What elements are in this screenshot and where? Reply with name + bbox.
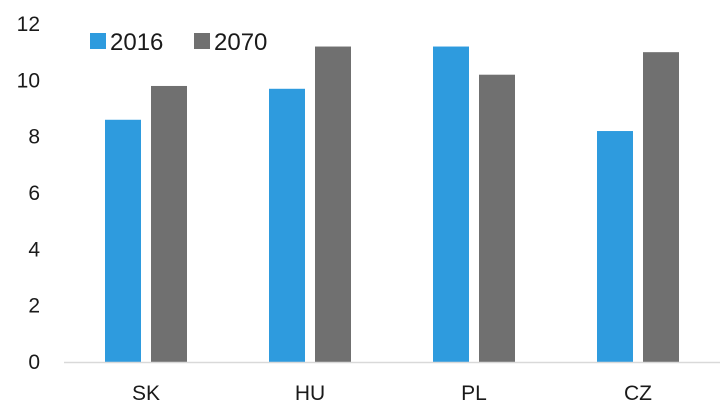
- bars-group: [105, 46, 679, 363]
- legend: 2016 2070: [90, 29, 267, 56]
- y-axis: 0 2 4 6 8 10 12: [17, 13, 41, 374]
- x-tick-label: HU: [295, 382, 325, 405]
- legend-label-2016: 2016: [110, 29, 163, 56]
- y-tick-label: 6: [28, 182, 40, 205]
- y-tick-label: 2: [28, 295, 40, 318]
- x-tick-label: CZ: [624, 382, 652, 405]
- legend-swatch-2070: [194, 33, 210, 49]
- bar-2070-hu: [315, 46, 351, 363]
- bar-2016-pl: [433, 46, 469, 363]
- x-axis: SK HU PL CZ: [132, 382, 652, 405]
- bar-2070-sk: [151, 85, 187, 362]
- y-tick-label: 0: [28, 351, 40, 374]
- legend-label-2070: 2070: [214, 29, 267, 56]
- bar-2016-hu: [269, 88, 305, 363]
- y-tick-label: 12: [17, 13, 40, 36]
- bar-2070-pl: [479, 74, 515, 362]
- y-tick-label: 4: [28, 238, 40, 261]
- y-tick-label: 10: [17, 69, 40, 92]
- bar-2070-cz: [643, 52, 679, 363]
- x-tick-label: SK: [132, 382, 160, 405]
- y-tick-label: 8: [28, 126, 40, 149]
- legend-swatch-2016: [90, 33, 106, 49]
- bar-2016-sk: [105, 119, 141, 363]
- x-tick-label: PL: [461, 382, 487, 405]
- bar-2016-cz: [597, 131, 633, 362]
